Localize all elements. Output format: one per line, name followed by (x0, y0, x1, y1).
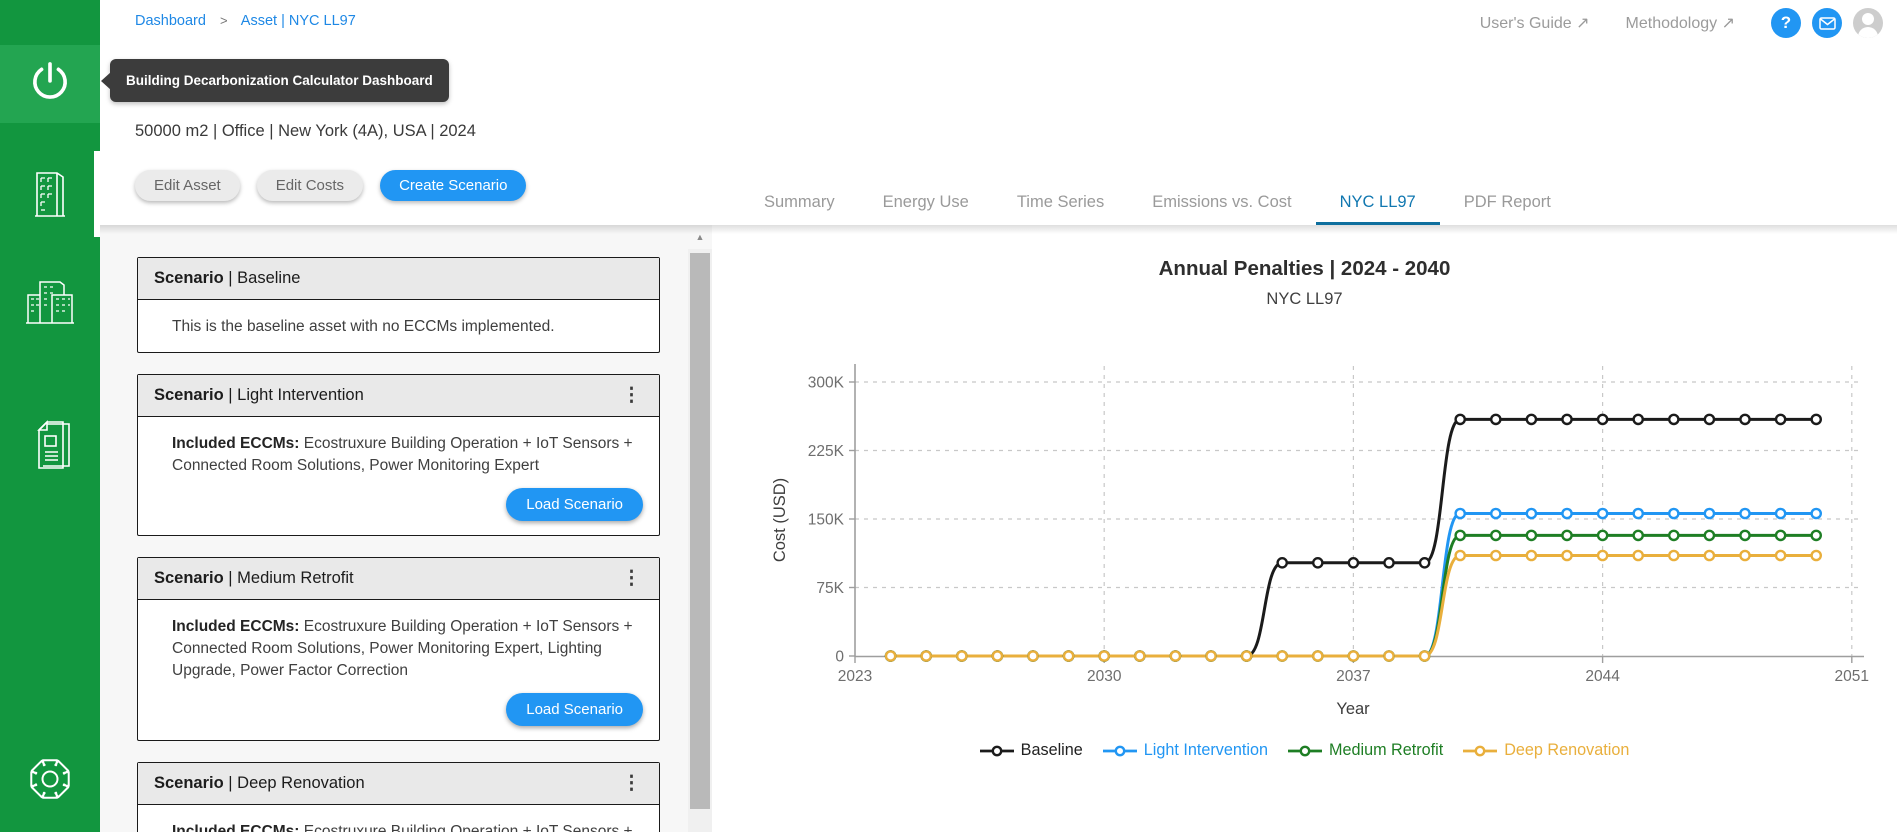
scenario-card-body: Included ECCMs: Ecostruxure Building Ope… (138, 417, 659, 535)
scenario-description: This is the baseline asset with no ECCMs… (172, 318, 555, 335)
scenario-card-title: Scenario | Baseline (154, 269, 301, 287)
methodology-link[interactable]: Methodology ↗ (1625, 15, 1735, 32)
legend-item-medium-retrofit[interactable]: Medium Retrofit (1287, 741, 1443, 760)
sidebar-item-settings[interactable] (0, 746, 100, 816)
legend-item-baseline[interactable]: Baseline (979, 741, 1083, 760)
tab-nyc-ll97[interactable]: NYC LL97 (1315, 181, 1440, 225)
scenario-card-title: Scenario | Light Intervention (154, 386, 364, 404)
main-area: Dashboard > Asset | NYC LL97 NYC LL97 50… (100, 0, 1897, 832)
scenario-card-deep-renovation: Scenario | Deep Renovation ⋮ Included ECCM… (137, 762, 660, 832)
kebab-menu-icon[interactable]: ⋮ (622, 385, 641, 406)
svg-text:150K: 150K (808, 512, 845, 529)
users-guide-link[interactable]: User's Guide ↗ (1479, 15, 1590, 32)
legend-marker (1287, 745, 1322, 756)
load-scenario-button[interactable]: Load Scenario (506, 693, 643, 726)
scenario-card-title: Scenario | Medium Retrofit (154, 569, 354, 587)
help-icon[interactable]: ? (1771, 8, 1801, 38)
scenario-card-body: Included ECCMs: Ecostruxure Building Ope… (138, 805, 659, 832)
content-area: Scenario | Baseline This is the baseline … (100, 225, 1897, 832)
gear-icon (24, 753, 76, 810)
svg-text:225K: 225K (808, 443, 845, 460)
scenario-description: Included ECCMs: Ecostruxure Building Ope… (172, 823, 633, 832)
scrollbar-thumb[interactable] (690, 253, 710, 809)
chart-legend: Baseline Light Intervention Medium Retrofi… (712, 741, 1897, 760)
scenario-card-body: This is the baseline asset with no ECCMs… (138, 300, 659, 352)
action-buttons: Edit Asset Edit Costs Create Scenario (135, 170, 527, 201)
top-right-links: User's Guide ↗ Methodology ↗ ? (1480, 8, 1883, 38)
legend-marker (1102, 745, 1137, 756)
breadcrumb-asset-link[interactable]: Asset | NYC LL97 (240, 13, 356, 29)
app-tooltip: Building Decarbonization Calculator Dash… (101, 59, 449, 102)
svg-text:2044: 2044 (1585, 668, 1620, 685)
svg-text:2051: 2051 (1835, 668, 1869, 685)
tab-emissions-vs-cost[interactable]: Emissions vs. Cost (1152, 193, 1292, 211)
chart-subtitle: NYC LL97 (1266, 290, 1343, 308)
svg-text:300K: 300K (808, 375, 845, 392)
sidebar-item-portfolio[interactable] (0, 261, 100, 347)
active-indicator (94, 151, 100, 237)
legend-marker (979, 745, 1014, 756)
svg-text:Cost (USD): Cost (USD) (771, 478, 789, 562)
building-icon (25, 164, 75, 225)
avatar[interactable] (1853, 8, 1883, 38)
tab-summary[interactable]: Summary (764, 193, 835, 211)
scrollbar-up-arrow[interactable]: ▲ (688, 225, 712, 249)
svg-text:2023: 2023 (838, 668, 872, 685)
breadcrumb-separator: > (219, 13, 228, 28)
svg-text:75K: 75K (816, 580, 844, 597)
svg-text:2037: 2037 (1336, 668, 1370, 685)
legend-item-light-intervention[interactable]: Light Intervention (1102, 741, 1268, 760)
scenario-card-header: Scenario | Deep Renovation ⋮ (138, 763, 659, 805)
scenario-description: Included ECCMs: Ecostruxure Building Ope… (172, 618, 633, 679)
load-scenario-button[interactable]: Load Scenario (506, 488, 643, 521)
scenario-card-light-intervention: Scenario | Light Intervention ⋮ Included E… (137, 374, 660, 536)
scenario-card-baseline: Scenario | Baseline This is the baseline … (137, 257, 660, 353)
tab-bar: Summary Energy Use Time Series Emissions vs… (740, 181, 1575, 225)
power-icon (27, 59, 73, 110)
create-scenario-button[interactable]: Create Scenario (380, 170, 527, 201)
city-buildings-icon (23, 275, 77, 334)
tab-time-series[interactable]: Time Series (1016, 193, 1105, 211)
header-icons: ? (1771, 8, 1883, 38)
breadcrumb: Dashboard > Asset | NYC LL97 (135, 13, 356, 29)
annual-penalties-chart: 0 75K 150K 225K 300K 2023 2030 2037 2044 2051 Cost… (771, 364, 1869, 718)
svg-text:Year: Year (1336, 700, 1370, 718)
scenario-card-header: Scenario | Light Intervention ⋮ (138, 375, 659, 417)
kebab-menu-icon[interactable]: ⋮ (622, 773, 641, 794)
scenario-card-body: Included ECCMs: Ecostruxure Building Ope… (138, 600, 659, 740)
scenario-card-medium-retrofit: Scenario | Medium Retrofit ⋮ Included ECCM… (137, 557, 660, 741)
chart-title: Annual Penalties | 2024 - 2040 (1158, 257, 1451, 280)
chart-panel: Annual Penalties | 2024 - 2040 NYC LL97 … (712, 225, 1897, 832)
legend-marker (1463, 745, 1498, 756)
asset-summary-line: 50000 m2 | Office | New York (4A), USA |… (135, 122, 476, 140)
sidebar-spacer (0, 488, 100, 746)
kebab-menu-icon[interactable]: ⋮ (622, 568, 641, 589)
scrollbar[interactable]: ▲ (688, 225, 712, 832)
sidebar (0, 0, 100, 832)
sidebar-item-dashboard[interactable] (0, 45, 100, 123)
breadcrumb-dashboard-link[interactable]: Dashboard (135, 13, 206, 29)
tab-pdf-report[interactable]: PDF Report (1463, 193, 1551, 211)
tab-energy-use[interactable]: Energy Use (882, 193, 969, 211)
scenario-description: Included ECCMs: Ecostruxure Building Ope… (172, 435, 633, 474)
scenario-list: Scenario | Baseline This is the baseline … (100, 225, 688, 832)
page-header: Dashboard > Asset | NYC LL97 NYC LL97 50… (100, 0, 1897, 225)
sidebar-item-reports[interactable] (0, 402, 100, 488)
scenario-card-title: Scenario | Deep Renovation (154, 774, 365, 792)
scenario-card-header: Scenario | Medium Retrofit ⋮ (138, 558, 659, 600)
legend-item-deep-renovation[interactable]: Deep Renovation (1463, 741, 1629, 760)
edit-costs-button[interactable]: Edit Costs (256, 170, 364, 201)
svg-text:2030: 2030 (1087, 668, 1122, 685)
mail-icon[interactable] (1812, 8, 1842, 38)
edit-asset-button[interactable]: Edit Asset (135, 170, 240, 201)
scenario-card-header: Scenario | Baseline (138, 258, 659, 300)
sidebar-item-asset[interactable] (0, 151, 100, 237)
documents-icon (25, 414, 75, 477)
svg-text:0: 0 (835, 649, 844, 666)
